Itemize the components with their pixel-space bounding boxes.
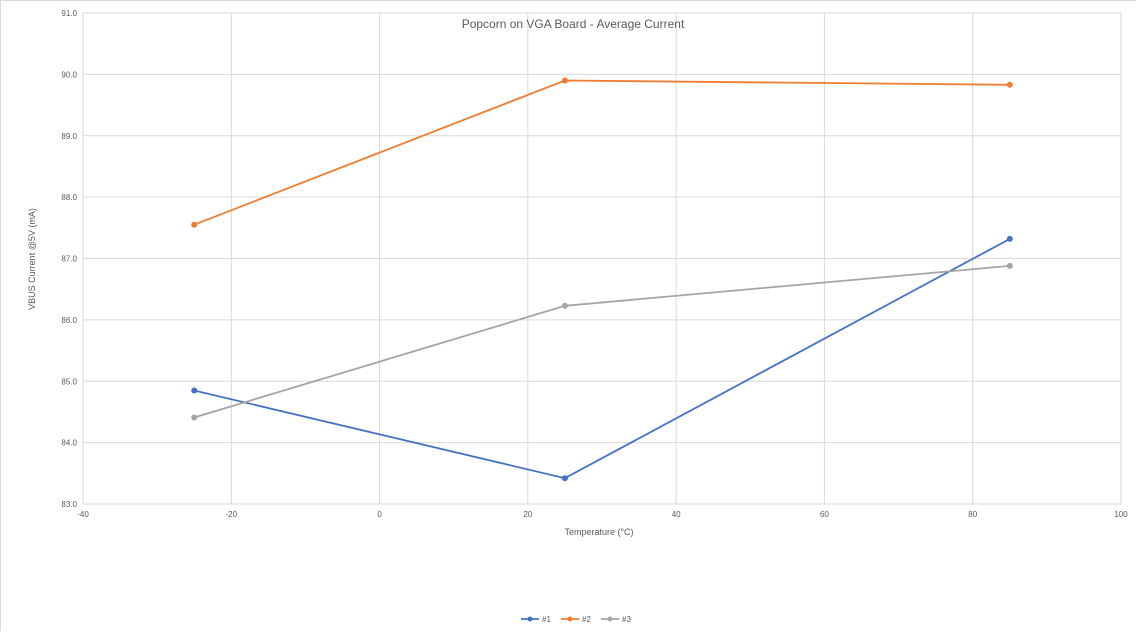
x-tick-label: 100 (1114, 510, 1128, 519)
legend-label: #3 (622, 615, 631, 624)
series-3 (191, 262, 1013, 421)
data-point (1006, 81, 1013, 88)
tick-labels: -40 -20 0 20 40 60 80 100 83.0 84.0 85.0 86.0 87.0 88… (61, 9, 1128, 519)
data-point (1006, 262, 1013, 269)
legend-label: #1 (542, 615, 551, 624)
y-tick-label: 88.0 (61, 193, 77, 202)
data-point (561, 475, 568, 482)
data-point (1006, 235, 1013, 242)
x-tick-label: 60 (820, 510, 829, 519)
y-tick-label: 91.0 (61, 9, 77, 18)
series-lines (191, 77, 1013, 482)
legend-item: #1 (521, 615, 551, 624)
series-line (193, 79, 1010, 226)
legend-marker (607, 616, 613, 622)
data-point (561, 77, 568, 84)
x-tick-label: -40 (77, 510, 89, 519)
y-tick-label: 87.0 (61, 255, 77, 264)
y-tick-label: 90.0 (61, 70, 77, 79)
grid (82, 12, 1122, 505)
y-tick-label: 85.0 (61, 377, 77, 386)
x-tick-label: 40 (672, 510, 681, 519)
y-tick-label: 84.0 (61, 439, 77, 448)
series-line (193, 265, 1010, 419)
y-tick-label: 83.0 (61, 500, 77, 509)
legend: #1 #2 #3 (521, 615, 631, 624)
y-axis-title: VBUS Current @5V (mA) (27, 208, 37, 310)
data-point (191, 414, 198, 421)
x-tick-label: -20 (226, 510, 238, 519)
x-axis-title: Temperature (°C) (564, 527, 633, 537)
y-tick-label: 86.0 (61, 316, 77, 325)
x-tick-label: 20 (523, 510, 532, 519)
series-1 (191, 235, 1013, 482)
chart-title: Popcorn on VGA Board - Average Current (462, 17, 685, 31)
data-point (191, 221, 198, 228)
data-point (561, 302, 568, 309)
legend-marker (567, 616, 573, 622)
legend-item: #3 (601, 615, 631, 624)
legend-item: #2 (561, 615, 591, 624)
y-tick-label: 89.0 (61, 132, 77, 141)
legend-marker (527, 616, 533, 622)
legend-label: #2 (582, 615, 591, 624)
data-point (191, 387, 198, 394)
x-tick-label: 0 (377, 510, 382, 519)
x-tick-label: 80 (968, 510, 977, 519)
series-2 (191, 77, 1013, 228)
